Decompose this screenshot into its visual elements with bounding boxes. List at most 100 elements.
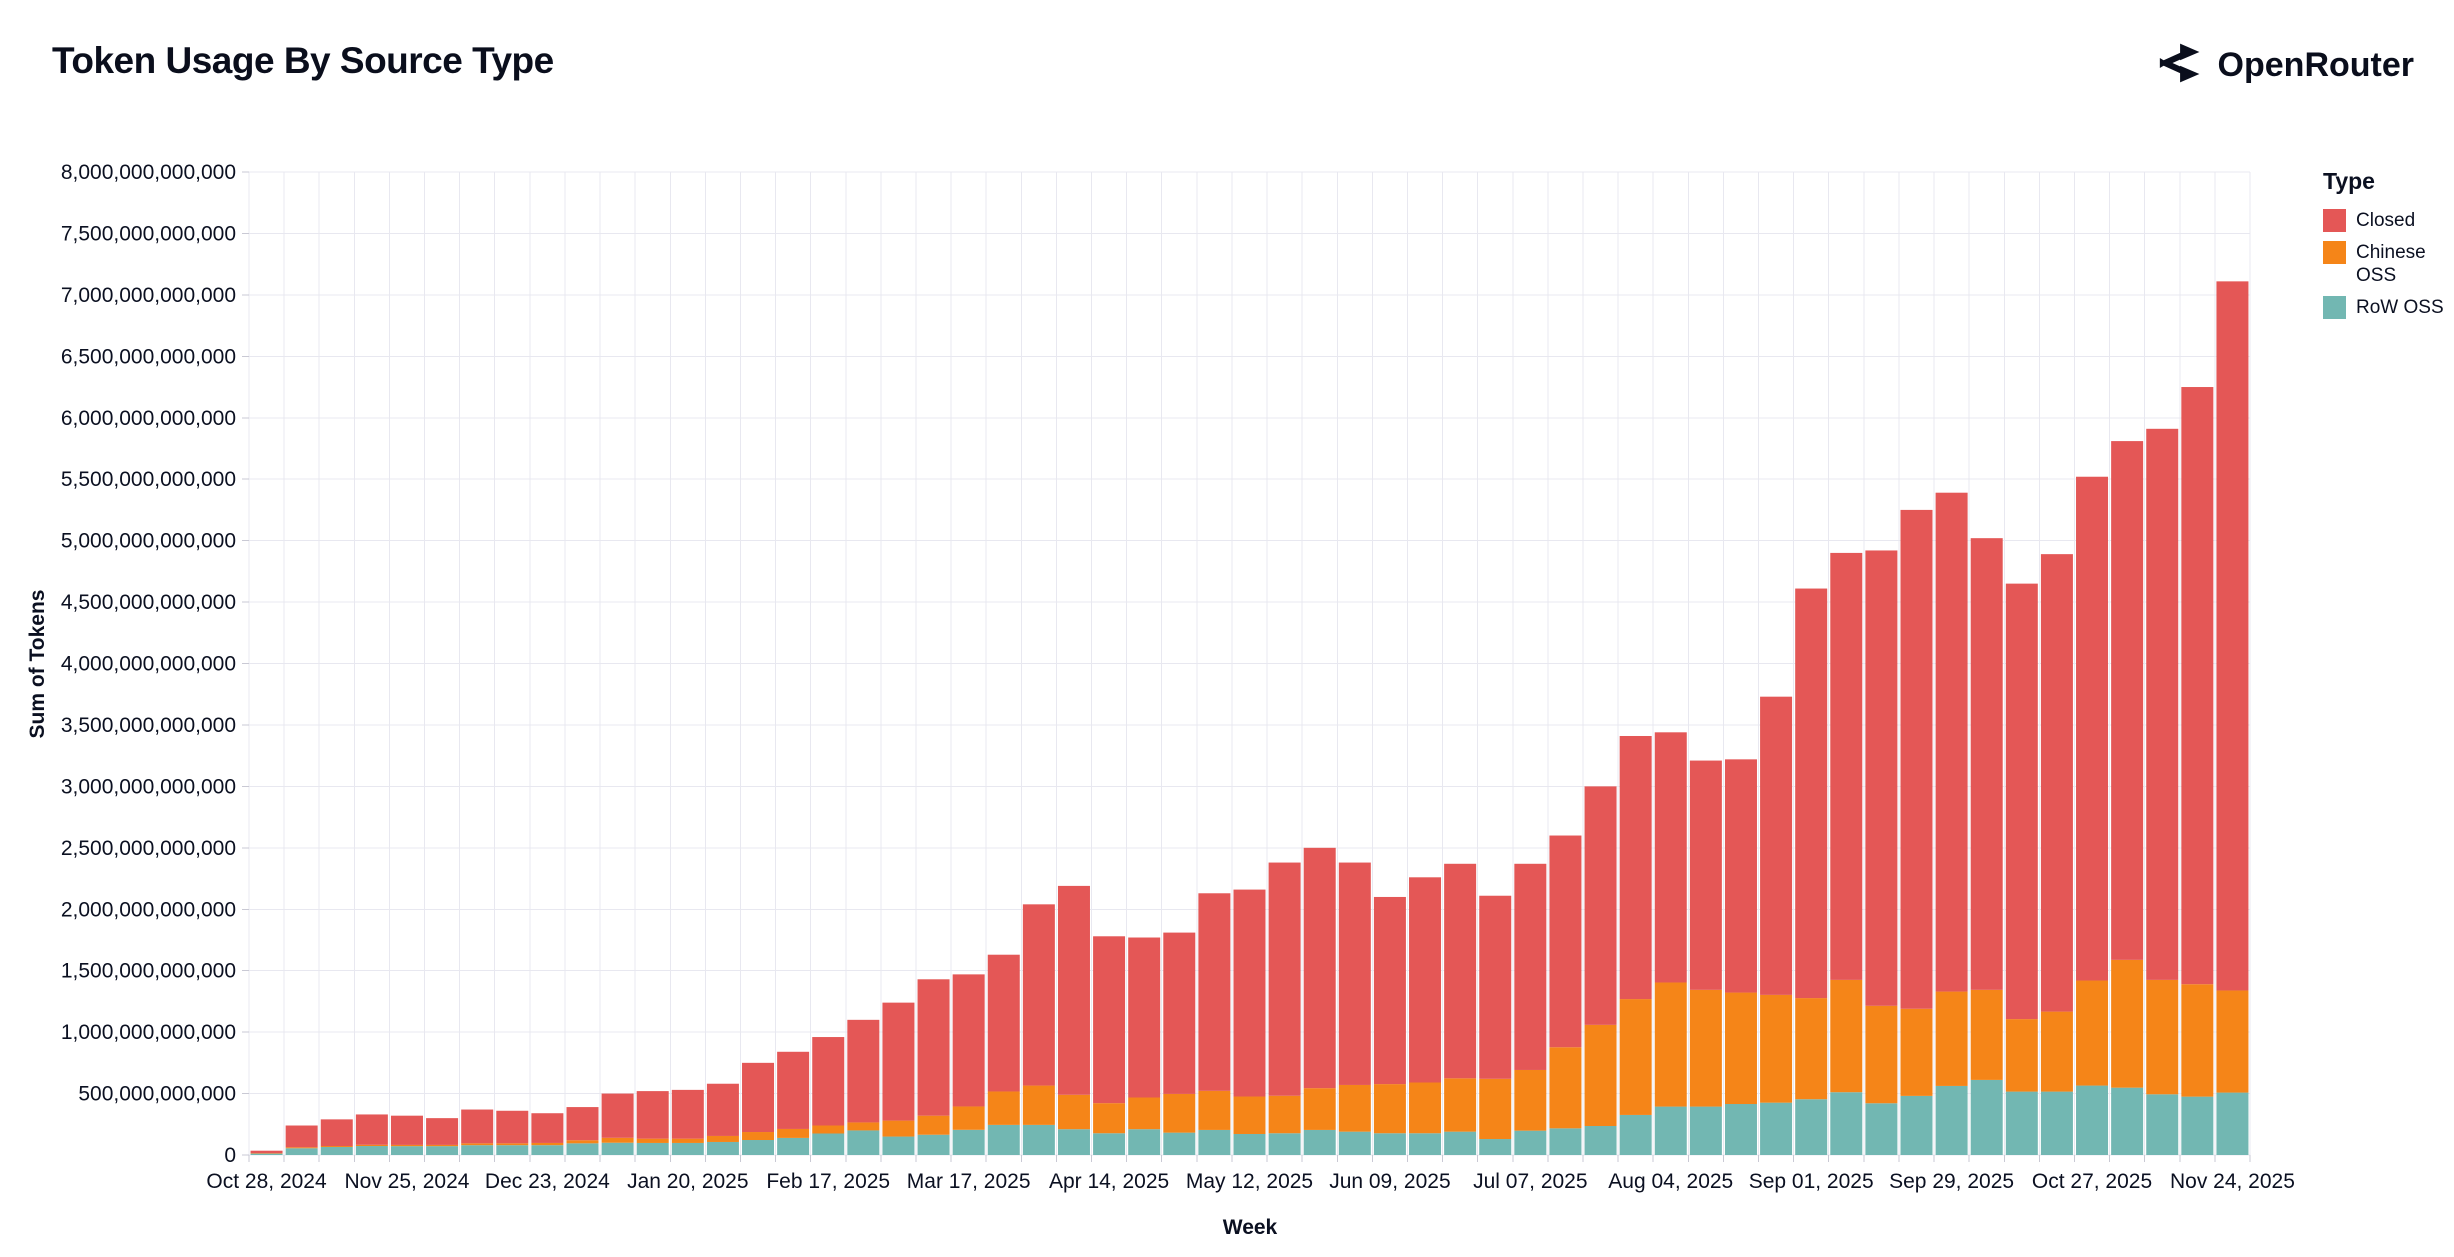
bar-segment-closed[interactable] xyxy=(1584,786,1617,1025)
bar-segment-chinese-oss[interactable] xyxy=(1724,992,1757,1105)
bar-segment-row-oss[interactable] xyxy=(812,1133,845,1155)
bar-segment-row-oss[interactable] xyxy=(390,1146,423,1155)
bar-segment-closed[interactable] xyxy=(2040,554,2073,1012)
legend-item-closed[interactable]: Closed xyxy=(2323,209,2448,232)
bar-segment-chinese-oss[interactable] xyxy=(2005,1019,2038,1092)
bar-segment-row-oss[interactable] xyxy=(636,1142,669,1155)
bar-segment-row-oss[interactable] xyxy=(1549,1128,1582,1155)
bar-segment-chinese-oss[interactable] xyxy=(1514,1069,1547,1131)
bar-segment-closed[interactable] xyxy=(2111,441,2144,960)
bar-segment-closed[interactable] xyxy=(1865,550,1898,1006)
bar-segment-closed[interactable] xyxy=(2005,583,2038,1020)
bar-segment-row-oss[interactable] xyxy=(1830,1092,1863,1155)
bar-segment-row-oss[interactable] xyxy=(2005,1091,2038,1155)
bar-segment-chinese-oss[interactable] xyxy=(1689,989,1722,1107)
bar-segment-chinese-oss[interactable] xyxy=(1409,1082,1442,1134)
bar-segment-closed[interactable] xyxy=(285,1125,318,1148)
bar-segment-chinese-oss[interactable] xyxy=(285,1147,318,1149)
bar-segment-chinese-oss[interactable] xyxy=(1373,1084,1406,1134)
bar-segment-row-oss[interactable] xyxy=(847,1130,880,1155)
bar-segment-chinese-oss[interactable] xyxy=(1198,1090,1231,1130)
bar-segment-closed[interactable] xyxy=(1409,877,1442,1083)
bar-segment-row-oss[interactable] xyxy=(706,1141,739,1155)
bar-segment-closed[interactable] xyxy=(1233,889,1266,1097)
bar-segment-row-oss[interactable] xyxy=(426,1146,459,1155)
bar-segment-chinese-oss[interactable] xyxy=(1128,1097,1161,1130)
bar-segment-chinese-oss[interactable] xyxy=(2076,980,2109,1086)
bar-segment-chinese-oss[interactable] xyxy=(1865,1005,1898,1104)
bar-segment-row-oss[interactable] xyxy=(1373,1133,1406,1155)
bar-segment-closed[interactable] xyxy=(1760,696,1793,995)
bar-segment-closed[interactable] xyxy=(952,974,985,1107)
bar-segment-chinese-oss[interactable] xyxy=(250,1153,283,1154)
bar-segment-closed[interactable] xyxy=(742,1062,775,1133)
bar-segment-chinese-oss[interactable] xyxy=(426,1144,459,1147)
bar-segment-chinese-oss[interactable] xyxy=(917,1115,950,1135)
bar-segment-row-oss[interactable] xyxy=(987,1124,1020,1155)
bar-segment-closed[interactable] xyxy=(426,1118,459,1145)
bar-segment-row-oss[interactable] xyxy=(952,1129,985,1155)
bar-segment-closed[interactable] xyxy=(671,1089,704,1139)
bar-segment-row-oss[interactable] xyxy=(1198,1129,1231,1155)
bar-segment-chinese-oss[interactable] xyxy=(882,1120,915,1137)
bar-segment-row-oss[interactable] xyxy=(917,1134,950,1155)
bar-segment-closed[interactable] xyxy=(1830,552,1863,980)
bar-segment-chinese-oss[interactable] xyxy=(2111,959,2144,1088)
bar-segment-row-oss[interactable] xyxy=(1654,1106,1687,1155)
bar-segment-row-oss[interactable] xyxy=(1970,1079,2003,1155)
bar-segment-row-oss[interactable] xyxy=(671,1142,704,1155)
bar-segment-row-oss[interactable] xyxy=(1444,1131,1477,1155)
bar-segment-closed[interactable] xyxy=(987,954,1020,1092)
bar-segment-closed[interactable] xyxy=(917,979,950,1116)
bar-segment-row-oss[interactable] xyxy=(496,1145,529,1155)
bar-segment-chinese-oss[interactable] xyxy=(1268,1095,1301,1134)
bar-segment-chinese-oss[interactable] xyxy=(1795,998,1828,1100)
bar-segment-closed[interactable] xyxy=(1268,862,1301,1096)
bar-segment-closed[interactable] xyxy=(1935,492,1968,992)
bar-segment-closed[interactable] xyxy=(355,1114,388,1145)
bar-segment-chinese-oss[interactable] xyxy=(1970,989,2003,1080)
bar-segment-chinese-oss[interactable] xyxy=(1760,994,1793,1103)
bar-segment-row-oss[interactable] xyxy=(355,1146,388,1155)
bar-segment-closed[interactable] xyxy=(1198,893,1231,1091)
bar-segment-closed[interactable] xyxy=(1689,760,1722,990)
bar-segment-row-oss[interactable] xyxy=(461,1145,494,1155)
bar-segment-row-oss[interactable] xyxy=(2111,1087,2144,1155)
bar-segment-chinese-oss[interactable] xyxy=(461,1143,494,1146)
bar-segment-chinese-oss[interactable] xyxy=(1163,1093,1196,1133)
legend-item-row-oss[interactable]: RoW OSS xyxy=(2323,296,2448,319)
bar-segment-row-oss[interactable] xyxy=(1619,1114,1652,1155)
bar-segment-closed[interactable] xyxy=(566,1107,599,1141)
bar-segment-closed[interactable] xyxy=(1900,509,1933,1009)
bar-segment-chinese-oss[interactable] xyxy=(1022,1085,1055,1125)
bar-segment-closed[interactable] xyxy=(320,1119,353,1147)
bar-segment-closed[interactable] xyxy=(882,1002,915,1121)
bar-segment-row-oss[interactable] xyxy=(2040,1091,2073,1155)
bar-segment-chinese-oss[interactable] xyxy=(496,1143,529,1146)
bar-segment-row-oss[interactable] xyxy=(2216,1092,2249,1155)
bar-segment-closed[interactable] xyxy=(1619,735,1652,1000)
bar-segment-row-oss[interactable] xyxy=(1057,1129,1090,1155)
bar-segment-row-oss[interactable] xyxy=(1303,1129,1336,1155)
bar-segment-row-oss[interactable] xyxy=(2146,1094,2179,1155)
bar-segment-chinese-oss[interactable] xyxy=(1233,1096,1266,1134)
bar-segment-closed[interactable] xyxy=(1970,538,2003,990)
bar-segment-chinese-oss[interactable] xyxy=(355,1144,388,1147)
bar-segment-row-oss[interactable] xyxy=(1268,1133,1301,1155)
bar-segment-row-oss[interactable] xyxy=(601,1142,634,1155)
bar-segment-row-oss[interactable] xyxy=(1093,1133,1126,1155)
bar-segment-chinese-oss[interactable] xyxy=(742,1132,775,1141)
bar-segment-row-oss[interactable] xyxy=(742,1140,775,1155)
bar-segment-row-oss[interactable] xyxy=(1795,1099,1828,1155)
bar-segment-chinese-oss[interactable] xyxy=(1900,1008,1933,1096)
bar-segment-closed[interactable] xyxy=(390,1115,423,1145)
bar-segment-chinese-oss[interactable] xyxy=(1444,1078,1477,1132)
bar-segment-closed[interactable] xyxy=(847,1019,880,1123)
bar-segment-chinese-oss[interactable] xyxy=(847,1122,880,1131)
bar-segment-chinese-oss[interactable] xyxy=(1584,1024,1617,1127)
bar-segment-chinese-oss[interactable] xyxy=(1549,1047,1582,1129)
bar-segment-row-oss[interactable] xyxy=(1128,1129,1161,1155)
bar-segment-closed[interactable] xyxy=(1724,759,1757,993)
bar-segment-row-oss[interactable] xyxy=(1233,1133,1266,1155)
bar-segment-chinese-oss[interactable] xyxy=(1303,1088,1336,1130)
